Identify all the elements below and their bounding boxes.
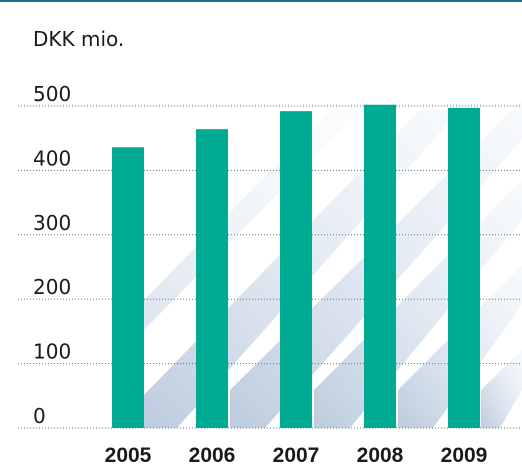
y-tick-label: 300 [33,211,71,235]
top-rule [0,0,522,2]
y-tick-label: 500 [33,82,71,106]
x-tick-label: 2009 [441,444,488,467]
bar [112,147,144,428]
bar [448,107,480,428]
x-tick-label: 2006 [189,444,236,467]
y-axis-label: DKK mio. [33,27,124,51]
plot: 0 100 200 300 400 500 2005 2006 2007 2008 2009 [18,82,522,467]
bar [364,104,396,428]
y-tick-label: 100 [33,340,71,364]
y-tick-label: 200 [33,275,71,299]
x-tick-label: 2008 [357,444,404,467]
bar [280,111,312,428]
bar [196,129,228,428]
x-tick-label: 2007 [273,444,320,467]
y-tick-label: 0 [33,404,46,428]
y-tick-label: 400 [33,146,71,170]
x-tick-label: 2005 [105,444,152,467]
